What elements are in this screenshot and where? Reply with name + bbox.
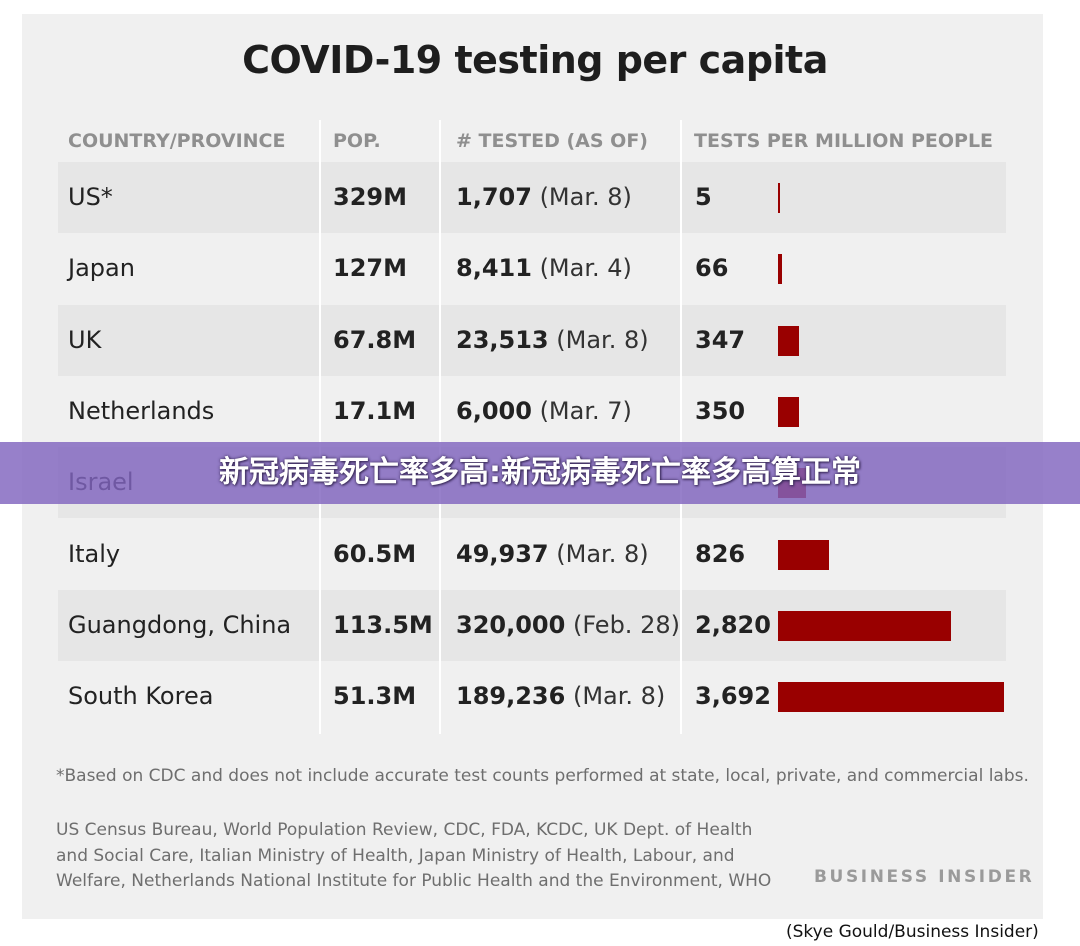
tested-cell: 49,937 (Mar. 8) [456,519,649,590]
population-cell: 329M [333,183,407,211]
image-credit: (Skye Gould/Business Insider) [786,922,1039,942]
table-row: Netherlands 17.1M 6,000 (Mar. 7) 350 [58,375,1006,447]
tested-count: 23,513 [456,325,549,354]
country-cell: UK [68,325,102,354]
population-cell: 67.8M [333,325,417,354]
header-pop: POP. [333,130,381,152]
tested-date: (Mar. 7) [539,396,632,425]
country-cell: Netherlands [68,396,215,425]
tested-date: (Mar. 8) [556,539,649,568]
table-row: Italy 60.5M 49,937 (Mar. 8) 826 [58,518,1006,590]
tests-per-million-bar [778,682,1004,713]
column-divider [680,120,682,734]
table-row: UK 67.8M 23,513 (Mar. 8) 347 [58,304,1006,376]
chart-title: COVID-19 testing per capita [242,38,828,82]
tests-per-million-bar [778,254,783,285]
tested-count: 8,411 [456,254,532,283]
tested-cell: 189,236 (Mar. 8) [456,661,665,732]
tests-per-million-cell: 347 [695,325,746,354]
tests-per-million-bar [778,539,829,570]
country-cell: Italy [68,539,121,568]
table-row: US* 329M 1,707 (Mar. 8) 5 [58,162,1006,233]
header-tested: # TESTED (AS OF) [456,130,648,152]
tests-per-million-cell: 66 [695,254,729,283]
sources-note: US Census Bureau, World Population Revie… [56,820,772,891]
population-cell: 51.3M [333,682,417,711]
tested-date: (Mar. 4) [539,254,632,283]
column-divider [439,120,441,734]
tested-cell: 320,000 (Feb. 28) [456,590,680,661]
country-cell: South Korea [68,682,214,711]
tested-date: (Mar. 8) [556,325,649,354]
table-row: South Korea 51.3M 189,236 (Mar. 8) 3,692 [58,661,1006,733]
tested-count: 49,937 [456,539,549,568]
tested-count: 320,000 [456,610,566,639]
country-cell: Guangdong, China [68,610,292,639]
tests-per-million-bar [778,183,780,213]
tests-per-million-bar [778,325,800,356]
tests-per-million-cell: 5 [695,183,712,211]
tested-cell: 6,000 (Mar. 7) [456,376,632,447]
footnote: *Based on CDC and does not include accur… [56,766,1029,786]
tested-count: 6,000 [456,396,532,425]
tests-per-million-bar [778,610,951,641]
header-country: COUNTRY/PROVINCE [68,130,286,152]
tested-count: 1,707 [456,183,532,211]
table-row: Guangdong, China 113.5M 320,000 (Feb. 28) 2… [58,589,1006,661]
population-cell: 127M [333,254,407,283]
tested-cell: 23,513 (Mar. 8) [456,305,649,376]
population-cell: 17.1M [333,396,417,425]
tested-date: (Mar. 8) [539,183,632,211]
country-cell: US* [68,183,113,211]
tested-date: (Mar. 8) [572,682,666,711]
tested-count: 189,236 [456,682,566,711]
tests-per-million-cell: 826 [695,539,746,568]
tested-date: (Feb. 28) [572,610,680,639]
tests-per-million-cell: 2,820 [695,610,771,639]
overlay-banner: 新冠病毒死亡率多高:新冠病毒死亡率多高算正常 [0,442,1080,504]
population-cell: 60.5M [333,539,417,568]
tests-per-million-cell: 3,692 [695,682,771,711]
tested-cell: 8,411 (Mar. 4) [456,233,632,304]
country-cell: Japan [68,254,135,283]
brand-logo: BUSINESS INSIDER [814,867,1035,887]
population-cell: 113.5M [333,610,433,639]
header-tpm: TESTS PER MILLION PEOPLE [694,130,994,152]
tests-per-million-cell: 350 [695,396,746,425]
column-divider [319,120,321,734]
tests-per-million-bar [778,396,800,427]
tested-cell: 1,707 (Mar. 8) [456,162,632,233]
table-row: Japan 127M 8,411 (Mar. 4) 66 [58,233,1006,305]
